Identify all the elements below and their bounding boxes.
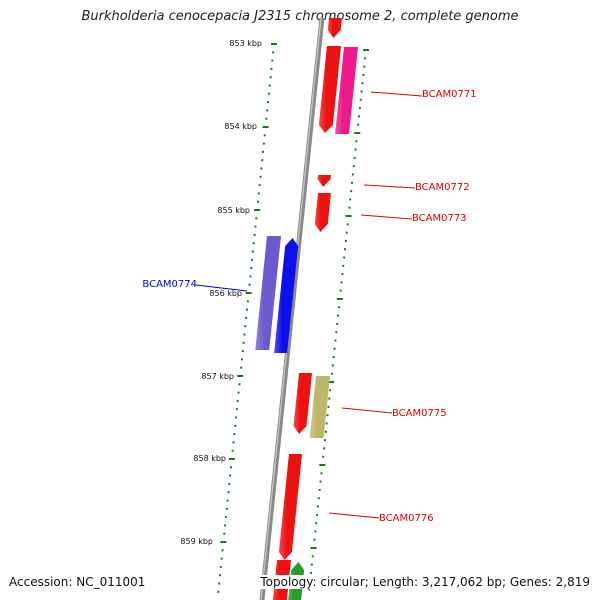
gene-feature bbox=[318, 46, 341, 133]
scale-label: 856 kbp bbox=[209, 289, 242, 298]
label-leader-line bbox=[370, 91, 423, 97]
scale-label: 853 kbp bbox=[229, 39, 262, 48]
gene-label: BCAM0772 bbox=[415, 182, 470, 193]
genome-summary: Topology: circular; Length: 3,217,062 bp… bbox=[260, 575, 590, 589]
scale-label: 858 kbp bbox=[193, 454, 226, 463]
label-leader-line bbox=[328, 512, 380, 519]
accession-text: Accession: NC_011001 bbox=[9, 575, 146, 589]
gene-features bbox=[255, 18, 358, 600]
backbone-line bbox=[259, 17, 325, 600]
gene-feature bbox=[255, 236, 281, 350]
label-leader-line bbox=[341, 407, 393, 414]
gene-label: BCAM0776 bbox=[379, 513, 434, 524]
gene-feature bbox=[314, 193, 331, 232]
scale-label: 855 kbp bbox=[217, 206, 250, 215]
gene-label: BCAM0774 bbox=[142, 279, 197, 290]
label-leader-line bbox=[360, 214, 413, 220]
gene-label: BCAM0771 bbox=[422, 89, 477, 100]
scale-label: 857 kbp bbox=[201, 372, 234, 381]
gene-feature bbox=[278, 454, 302, 560]
gene-feature bbox=[309, 376, 330, 438]
right-tick-ring bbox=[308, 49, 369, 591]
gene-labels: BCAM0771 BCAM0772 BCAM0773 BCAM0774 BCAM0775… bbox=[142, 89, 476, 524]
gene-feature bbox=[293, 373, 312, 434]
label-leader-line bbox=[363, 184, 416, 189]
gene-label: BCAM0775 bbox=[392, 408, 447, 419]
gene-feature bbox=[335, 47, 358, 134]
gene-label: BCAM0773 bbox=[412, 213, 467, 224]
map-title: Burkholderia cenocepacia J2315 chromosom… bbox=[81, 9, 519, 24]
label-leader-line bbox=[195, 284, 248, 292]
scale-label: 859 kbp bbox=[180, 537, 213, 546]
gene-feature bbox=[274, 238, 299, 353]
gene-feature bbox=[327, 18, 342, 38]
scale-labels: 853 kbp 854 kbp 855 kbp 856 kbp 857 kbp 858 k… bbox=[180, 39, 262, 546]
scale-label: 854 kbp bbox=[224, 122, 257, 131]
gene-feature bbox=[317, 175, 331, 187]
left-tick-ring bbox=[217, 43, 277, 593]
